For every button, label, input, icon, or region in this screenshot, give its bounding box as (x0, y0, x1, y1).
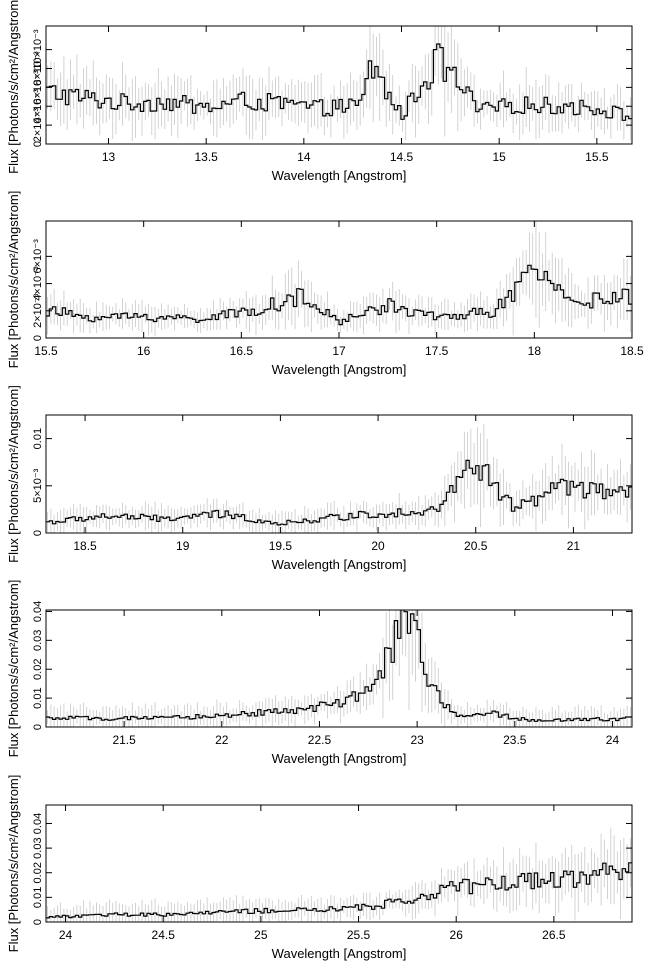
y-tick-label: 4×10⁻³ (32, 266, 44, 301)
chart-panel-4: 21.5 22 22.5 23 23.5 24 0 0.01 0.02 0.03 0.04 Wavel… (6, 580, 633, 766)
spectrum-histogram (46, 43, 632, 121)
y-axis-label: Flux [Photons/s/cm²/Angstrom] (6, 191, 21, 369)
y-tick-label: 0 (32, 530, 44, 536)
x-tick-label: 18.5 (73, 539, 97, 553)
y-tick-label: 0.02 (32, 659, 44, 680)
x-tick-label: 21 (567, 539, 581, 553)
spectrum-data (46, 424, 632, 533)
x-tick-label: 16.5 (230, 344, 254, 358)
y-tick-label: 0.04 (32, 813, 44, 834)
y-axis-label: Flux [Photons/s/cm²/Angstrom] (6, 580, 21, 758)
plot-frame (45, 414, 633, 534)
y-tick-label: 2×10⁻³ (32, 108, 44, 143)
plot-frame (45, 609, 633, 728)
x-tick-label: 14.5 (390, 150, 414, 164)
x-tick-label: 24.5 (152, 928, 176, 942)
y-tick-label: 0.03 (32, 837, 44, 858)
x-tick-label: 25.5 (347, 928, 371, 942)
y-axis-label: Flux [Photons/s/cm²/Angstrom] (6, 385, 21, 563)
x-tick-label: 24 (59, 928, 73, 942)
y-axis-label: Flux [Photons/s/cm²/Angstrom] (6, 775, 21, 953)
x-tick-label: 23.5 (503, 733, 527, 747)
x-tick-label: 18.5 (620, 344, 644, 358)
y-tick-label: 5×10⁻³ (32, 468, 44, 503)
chart-panel-3: 18.5 19 19.5 20 20.5 21 0 5×10⁻³ 0.01 Wavelength … (6, 385, 633, 572)
x-tick-label: 19 (176, 539, 190, 553)
x-tick-label: 13.5 (194, 150, 218, 164)
y-tick-label: 10×10⁻³ (32, 29, 44, 70)
x-tick-label: 20 (371, 539, 385, 553)
spectrum-data (46, 221, 632, 337)
x-axis-label: Wavelength [Angstrom] (272, 557, 407, 572)
chart-panel-1: 13 13.5 14 14.5 15 15.5 02×10⁻³4×10⁻³6×10⁻³8×1… (6, 0, 633, 183)
spectrum-data (46, 610, 632, 727)
x-tick-label: 20.5 (464, 539, 488, 553)
x-axis-label: Wavelength [Angstrom] (272, 946, 407, 961)
y-tick-label: 4×10⁻³ (32, 89, 44, 124)
x-axis-label: Wavelength [Angstrom] (272, 168, 407, 183)
y-tick-label: 0.01 (32, 428, 44, 449)
x-axis-label: Wavelength [Angstrom] (272, 751, 407, 766)
y-tick-label: 0 (32, 919, 44, 925)
x-tick-label: 15 (492, 150, 506, 164)
x-tick-label: 24 (606, 733, 620, 747)
x-tick-label: 15.5 (585, 150, 609, 164)
x-tick-label: 13 (102, 150, 116, 164)
y-tick-label: 6×10⁻³ (32, 70, 44, 105)
x-tick-label: 16 (137, 344, 151, 358)
y-tick-label: 8×10⁻³ (32, 51, 44, 86)
plot-frame (45, 804, 633, 923)
x-tick-label: 17.5 (425, 344, 449, 358)
y-tick-label: 0.03 (32, 630, 44, 651)
spectrum-histogram (46, 264, 632, 326)
x-tick-label: 14 (297, 150, 311, 164)
spectrum-data (46, 26, 632, 141)
x-tick-label: 17 (332, 344, 346, 358)
x-tick-label: 26.5 (542, 928, 566, 942)
y-tick-label: 0 (32, 141, 44, 147)
chart-panel-5: 24 24.5 25 25.5 26 26.5 0 0.01 0.02 0.03 0.04 Wavel… (6, 775, 633, 961)
y-tick-label: 6×10⁻³ (32, 239, 44, 274)
x-tick-label: 18 (528, 344, 542, 358)
y-tick-label: 0.04 (32, 601, 44, 622)
y-axis-label: Flux [Photons/s/cm²/Angstrom] (6, 0, 21, 174)
x-tick-label: 15.5 (34, 344, 58, 358)
spectrum-histogram (46, 862, 632, 919)
x-tick-label: 25 (254, 928, 268, 942)
spectrum-histogram (46, 610, 632, 722)
x-tick-label: 22.5 (308, 733, 332, 747)
spectrum-histogram (46, 459, 632, 526)
y-tick-label: 0.02 (32, 862, 44, 883)
y-tick-label: 0 (32, 724, 44, 730)
y-tick-label: 0.01 (32, 687, 44, 708)
x-axis-label: Wavelength [Angstrom] (272, 362, 407, 377)
y-tick-label: 0.01 (32, 887, 44, 908)
x-tick-label: 26 (450, 928, 464, 942)
x-tick-label: 21.5 (112, 733, 136, 747)
chart-panel-2: 15.5 16 16.5 17 17.5 18 18.5 0 2×10⁻³4×10⁻³6×10⁻… (6, 191, 644, 377)
x-tick-label: 22 (215, 733, 229, 747)
y-tick-label: 2×10⁻³ (32, 293, 44, 328)
plot-frame (45, 25, 633, 145)
x-tick-label: 23 (410, 733, 424, 747)
y-tick-label: 0 (32, 335, 44, 341)
spectrum-data (46, 827, 632, 922)
x-tick-label: 19.5 (269, 539, 293, 553)
